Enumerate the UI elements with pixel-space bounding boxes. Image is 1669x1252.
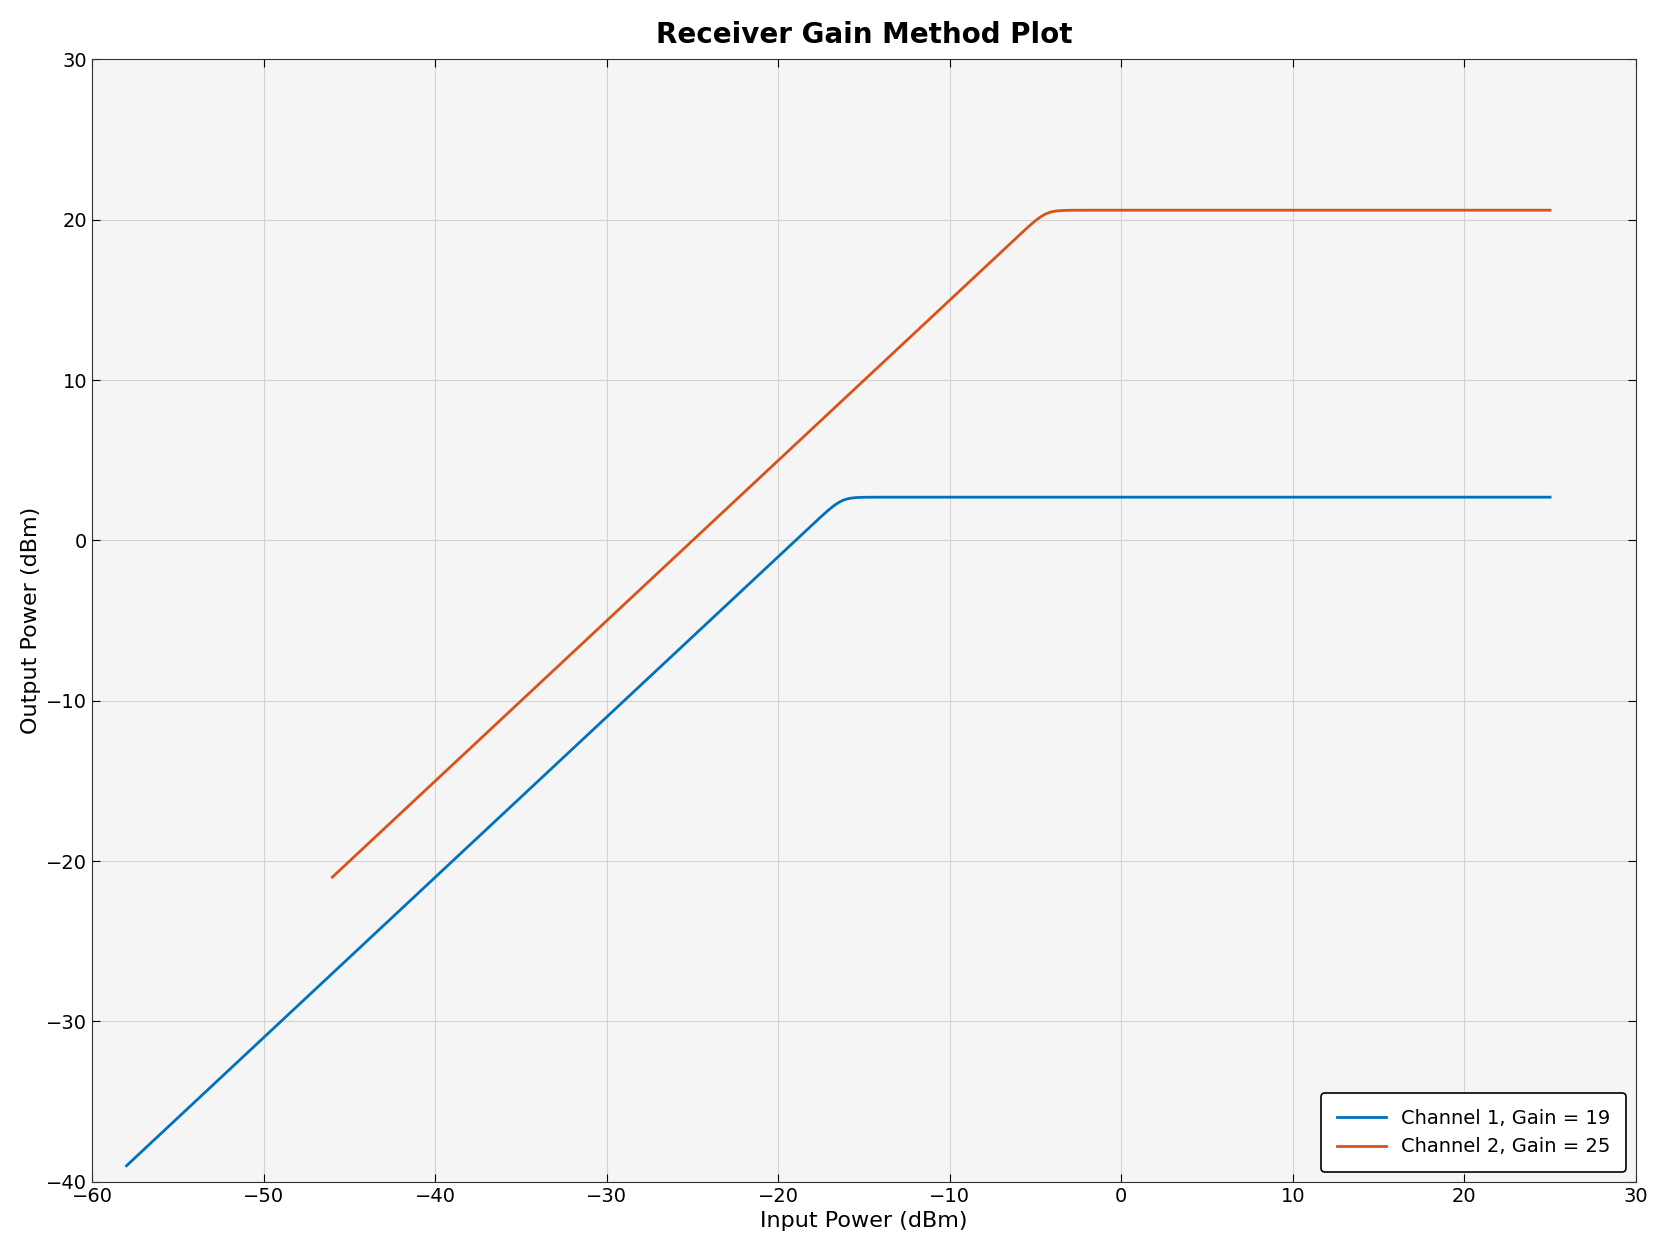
Channel 2, Gain = 25 [1505,203,1525,218]
Channel 1, Gain = 19 [1238,490,1258,505]
Channel 1, Gain = 19 [117,1158,137,1173]
Channel 1, Gain = 19 [1540,490,1561,505]
Channel 2, Gain = 25 [1282,203,1302,218]
Channel 2, Gain = 25 [1505,203,1525,218]
Line: Channel 1, Gain = 19: Channel 1, Gain = 19 [127,497,1551,1166]
Channel 1, Gain = 19 [189,1090,209,1106]
Channel 1, Gain = 19 [1031,490,1051,505]
X-axis label: Input Power (dBm): Input Power (dBm) [761,1211,968,1231]
Channel 2, Gain = 25 [1223,203,1243,218]
Line: Channel 2, Gain = 25: Channel 2, Gain = 25 [332,210,1551,878]
Channel 2, Gain = 25 [915,317,935,332]
Channel 2, Gain = 25 [1540,203,1561,218]
Y-axis label: Output Power (dBm): Output Power (dBm) [20,507,40,734]
Channel 2, Gain = 25 [883,347,903,362]
Channel 1, Gain = 19 [1499,490,1519,505]
Title: Receiver Gain Method Plot: Receiver Gain Method Plot [656,21,1071,49]
Channel 1, Gain = 19 [771,546,791,561]
Channel 1, Gain = 19 [1499,490,1519,505]
Legend: Channel 1, Gain = 19, Channel 2, Gain = 25: Channel 1, Gain = 19, Channel 2, Gain = … [1322,1093,1626,1172]
Channel 2, Gain = 25 [384,811,404,826]
Channel 2, Gain = 25 [322,870,342,885]
Channel 1, Gain = 19 [809,511,829,526]
